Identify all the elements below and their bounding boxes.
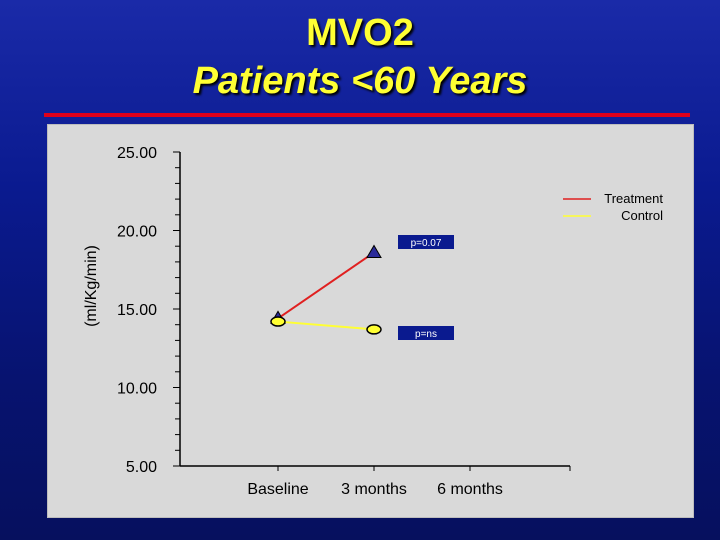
annotation-box <box>398 235 454 249</box>
x-tick-label: 6 months <box>437 481 503 498</box>
control-point <box>270 316 286 327</box>
series-layer <box>270 244 382 335</box>
plot-panel <box>47 124 694 518</box>
control-series-line <box>277 320 375 331</box>
y-tick-label: 20.00 <box>117 224 157 241</box>
legend-label: Control <box>621 208 663 223</box>
annotation-label: p=0.07 <box>411 238 442 249</box>
x-tick-label: Baseline <box>247 481 308 498</box>
title-divider <box>44 113 690 117</box>
y-tick-label: 10.00 <box>117 381 157 398</box>
treatment-point <box>366 244 382 258</box>
annotation-label: p=ns <box>415 329 437 340</box>
slide-title: MVO2 <box>306 12 414 54</box>
y-tick-label: 25.00 <box>117 145 157 162</box>
x-tick-label: 3 months <box>341 481 407 498</box>
y-axis-title: (ml/Kg/min) <box>83 245 100 327</box>
x-axis: Baseline 3 months 6 months <box>180 465 571 498</box>
y-axis: 25.00 20.00 15.00 10.00 5.00 <box>117 145 181 476</box>
annotation-box <box>398 326 454 340</box>
y-tick-label: 15.00 <box>117 302 157 319</box>
control-point <box>366 324 382 335</box>
slide-subtitle: Patients <60 Years <box>192 60 528 102</box>
y-tick-label: 5.00 <box>126 459 157 476</box>
legend: Treatment Control <box>563 191 663 223</box>
legend-label: Treatment <box>604 191 663 206</box>
treatment-series-line <box>277 251 375 320</box>
annotation-layer: p=0.07 p=ns <box>398 235 454 340</box>
